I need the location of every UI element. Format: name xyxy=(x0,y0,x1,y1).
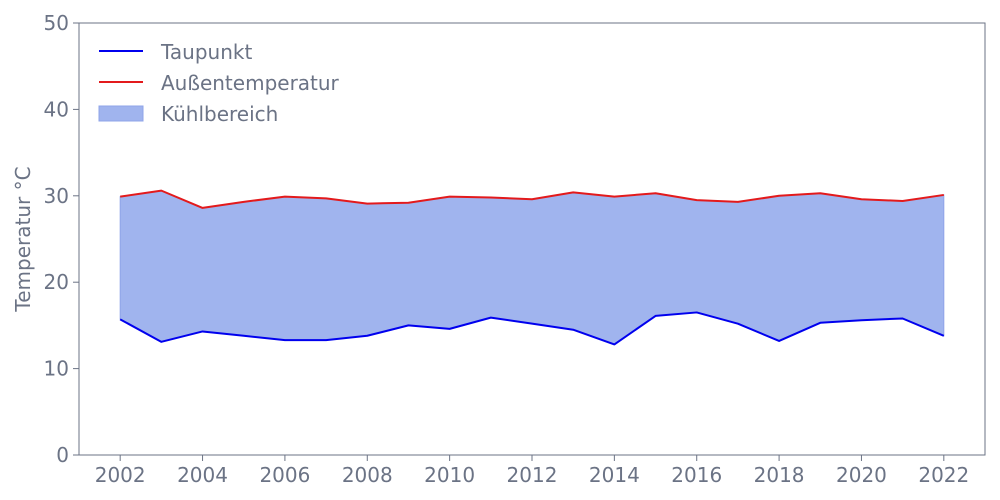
y-tick-label: 30 xyxy=(44,184,69,208)
aussentemperatur-line xyxy=(120,189,944,209)
x-tick-label: 2004 xyxy=(177,463,228,487)
taupunkt-line xyxy=(119,311,945,346)
x-tick-label: 2020 xyxy=(836,463,887,487)
cooling-area xyxy=(119,190,945,345)
ticks: 2002 2004 2006 2008 2010 2012 2014 2016 2018 2020… xyxy=(44,11,970,487)
legend-label-kuehlbereich: Kühlbereich xyxy=(161,102,278,126)
x-tick-label: 2016 xyxy=(671,463,722,487)
x-tick-label: 2018 xyxy=(754,463,805,487)
series-lines-layer xyxy=(119,189,945,346)
x-tick-label: 2022 xyxy=(918,463,969,487)
cooling-area-layer xyxy=(119,190,945,345)
y-tick-label: 10 xyxy=(44,357,69,381)
x-tick-label: 2014 xyxy=(589,463,640,487)
y-tick-label: 20 xyxy=(44,270,69,294)
x-tick-label: 2012 xyxy=(507,463,558,487)
x-tick-label: 2006 xyxy=(259,463,310,487)
legend-swatch-kuehlbereich xyxy=(98,105,144,122)
y-tick-label: 0 xyxy=(56,443,69,467)
legend-label-aussentemperatur: Außentemperatur xyxy=(161,71,340,95)
x-tick-label: 2010 xyxy=(424,463,475,487)
y-tick-label: 50 xyxy=(44,11,69,35)
legend-label-taupunkt: Taupunkt xyxy=(160,40,252,64)
legend: Taupunkt Außentemperatur Kühlbereich xyxy=(98,40,340,126)
y-axis-label: Temperatur °C xyxy=(11,166,35,312)
y-tick-label: 40 xyxy=(44,97,69,121)
x-tick-label: 2002 xyxy=(95,463,146,487)
x-tick-label: 2008 xyxy=(342,463,393,487)
